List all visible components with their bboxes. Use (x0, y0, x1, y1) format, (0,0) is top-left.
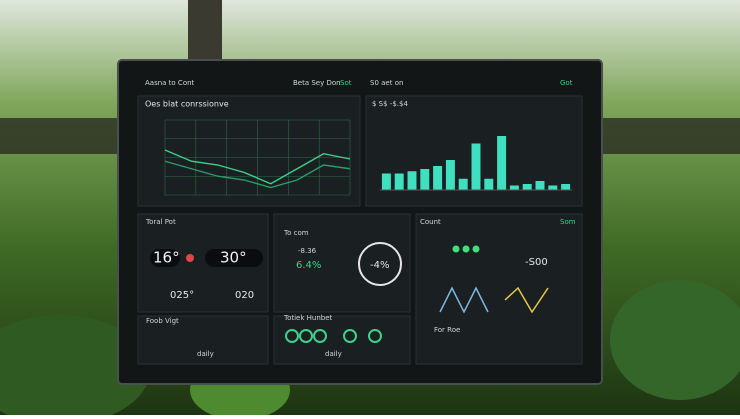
line-series (164, 149, 351, 185)
ring-label: -8.36 (298, 247, 317, 255)
bar (445, 160, 455, 190)
header-text: Beta Sey Don (293, 79, 341, 87)
bar (471, 143, 481, 190)
bar (433, 166, 443, 190)
panel (273, 315, 411, 365)
panel-title: Count (420, 218, 441, 226)
post (188, 0, 222, 62)
leaf (0, 315, 150, 419)
bar (522, 184, 532, 190)
panel (415, 213, 583, 365)
ring-value: 6.4% (296, 260, 321, 271)
bar (548, 185, 558, 190)
dot (472, 245, 480, 253)
panel (137, 95, 361, 207)
bar (561, 184, 571, 190)
bar (394, 173, 404, 190)
panel-footer: For Roe (434, 326, 460, 334)
pill (150, 249, 180, 267)
indicator (186, 254, 194, 262)
wave (504, 286, 549, 314)
small-value: 020 (235, 290, 254, 301)
ring-value: -4% (370, 260, 389, 271)
panel-label: $ S$ -$.$4 (372, 100, 408, 108)
panel-title: Oes blat conrssionve (145, 100, 229, 109)
ring (313, 329, 327, 343)
panel-footer: daily (325, 350, 342, 358)
temp-value: 30° (220, 249, 247, 267)
bar (407, 171, 417, 190)
bar (458, 178, 468, 190)
panel-tag: Som (560, 218, 576, 226)
bar (509, 185, 519, 190)
bar (497, 136, 507, 190)
header-text: Aasna to Cont (145, 79, 195, 87)
bar (535, 181, 545, 190)
ring (368, 329, 382, 343)
panel-footer: daily (197, 350, 214, 358)
header-tag: Sot (340, 79, 352, 87)
dot (452, 245, 460, 253)
ring (285, 329, 299, 343)
bar (484, 178, 494, 190)
ring (358, 242, 402, 286)
bar (381, 173, 391, 190)
panel-title: Toral Pot (145, 218, 176, 226)
bar (420, 169, 430, 190)
panel (273, 213, 411, 313)
ring (343, 329, 357, 343)
panel-title: Totiek Hunbet (283, 314, 333, 322)
ring (299, 329, 313, 343)
dot (462, 245, 470, 253)
panel-title: To com (283, 229, 309, 237)
panel-title: Foob Vigt (146, 317, 179, 325)
header-text: S0 aet on (370, 79, 403, 87)
count-value: -S00 (525, 257, 548, 268)
leaf (610, 280, 740, 400)
small-value: 025° (170, 290, 194, 301)
line-series (164, 160, 351, 189)
wave (439, 286, 489, 314)
panel (137, 315, 269, 365)
pill (205, 249, 263, 267)
temp-value: 16° (153, 249, 180, 267)
header-tag: Got (560, 79, 573, 87)
